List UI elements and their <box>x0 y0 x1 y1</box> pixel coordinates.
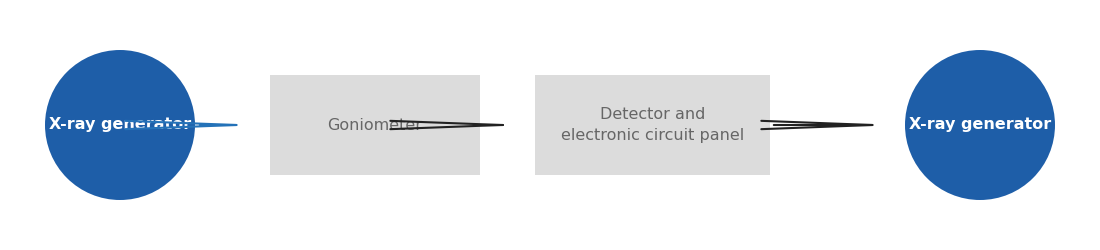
Circle shape <box>45 50 195 200</box>
Text: Goniometer: Goniometer <box>328 118 422 132</box>
Bar <box>535 75 770 175</box>
Bar <box>270 75 480 175</box>
Circle shape <box>905 50 1055 200</box>
Text: X-ray generator: X-ray generator <box>48 118 191 132</box>
Text: Detector and
electronic circuit panel: Detector and electronic circuit panel <box>561 107 744 143</box>
Text: X-ray generator: X-ray generator <box>909 118 1052 132</box>
